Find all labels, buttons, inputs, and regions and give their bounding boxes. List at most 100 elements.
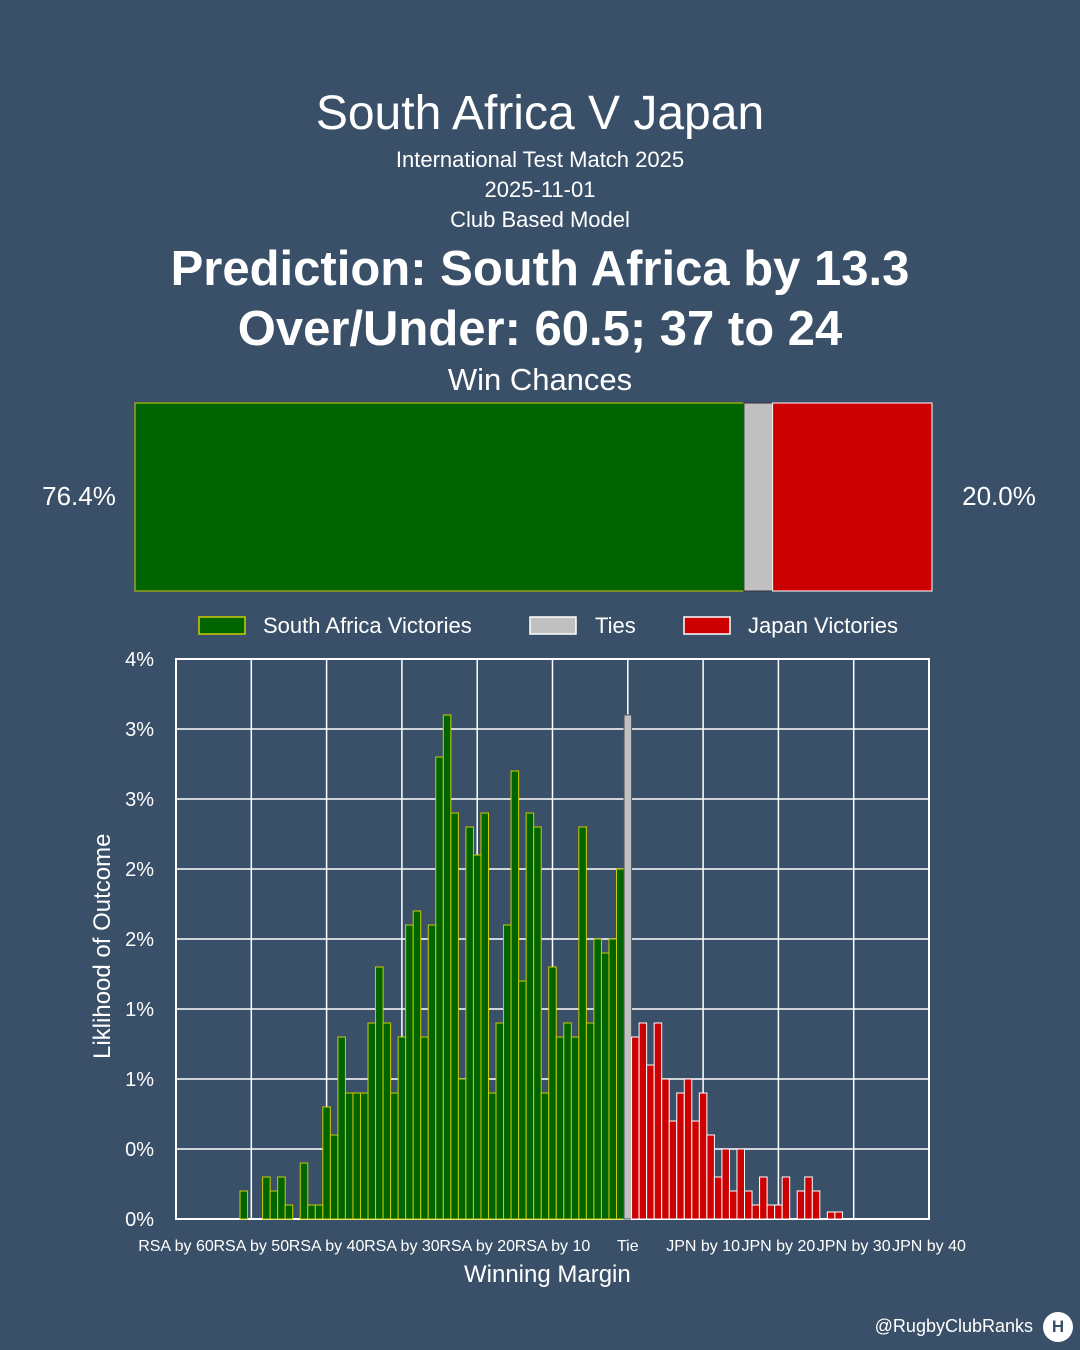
histogram-bar [382, 1022, 392, 1220]
histogram-bar [450, 812, 459, 1220]
histogram-bar [322, 1106, 331, 1220]
histogram-bar [548, 966, 557, 1220]
histogram-bar [284, 1204, 294, 1220]
y-tick-label: 0% [125, 1139, 154, 1161]
x-tick-label: RSA by 20 [439, 1238, 515, 1255]
histogram-bar [352, 1092, 361, 1220]
home-win-percent: 76.4% [42, 481, 116, 511]
histogram-bar [600, 952, 610, 1220]
y-tick-label: 1% [125, 999, 154, 1021]
histogram-bar [713, 1176, 723, 1220]
x-tick-label: JPN by 40 [892, 1238, 966, 1255]
match-date: 2025-11-01 [484, 177, 596, 202]
histogram-bar [307, 1204, 316, 1220]
histogram-bar [796, 1190, 806, 1220]
histogram-bar [578, 826, 587, 1220]
histogram-bar [367, 1022, 377, 1220]
histogram-bar [811, 1190, 821, 1220]
histogram-bar [698, 1092, 708, 1220]
y-axis-title: Liklihood of Outcome [89, 834, 116, 1059]
histogram-bar [465, 826, 474, 1220]
competition-label: International Test Match 2025 [395, 147, 685, 172]
x-tick-label: RSA by 30 [364, 1238, 440, 1255]
histogram-bar [736, 1148, 746, 1220]
histogram-bar [427, 924, 437, 1220]
x-tick-label: RSA by 60 [138, 1238, 214, 1255]
histogram-bar [668, 1120, 678, 1220]
histogram-bar [390, 1092, 399, 1220]
histogram-bar [495, 1022, 505, 1220]
histogram-bar [412, 910, 422, 1220]
histogram-bar [781, 1176, 791, 1220]
twitter-handle: @RugbyClubRanks [874, 1316, 1033, 1336]
histogram-bar [525, 812, 535, 1220]
win-bar-segment-ties [743, 402, 774, 592]
histogram-bar [405, 924, 414, 1220]
match-title: South Africa V Japan [315, 87, 765, 140]
histogram-bar [834, 1211, 843, 1220]
over-under-headline: Over/Under: 60.5; 37 to 24 [237, 302, 843, 356]
histogram-bar [563, 1022, 572, 1220]
y-tick-label: 2% [125, 859, 154, 881]
histogram-bar [533, 826, 542, 1220]
histogram-bar [593, 938, 602, 1220]
histogram-bar [751, 1204, 761, 1220]
histogram-bar [277, 1176, 286, 1220]
histogram-bar [646, 1064, 655, 1220]
x-tick-label: Tie [617, 1238, 639, 1255]
histogram-bar [329, 1134, 339, 1220]
histogram-bar [744, 1190, 753, 1220]
histogram-bar [691, 1120, 700, 1220]
margin-histogram: RSA by 60 RSA by 50 RSA by 40 RSA by 30 RSA … [125, 649, 966, 1255]
histogram-bar [262, 1176, 271, 1220]
x-tick-label: RSA by 50 [213, 1238, 289, 1255]
histogram-bar [661, 1078, 670, 1220]
histogram-bar [766, 1204, 776, 1220]
prediction-headline: Prediction: South Africa by 13.3 [170, 242, 910, 296]
histogram-bar [518, 980, 527, 1220]
histogram-bar [420, 1036, 429, 1220]
x-tick-label: RSA by 10 [515, 1238, 591, 1255]
x-tick-label: JPN by 20 [741, 1238, 815, 1255]
histogram-bar [359, 1092, 369, 1220]
histogram-bar [608, 938, 618, 1220]
y-tick-label: 1% [125, 1069, 154, 1091]
legend-swatch-away [683, 616, 731, 635]
histogram-bar [728, 1190, 738, 1220]
histogram-bar [397, 1036, 407, 1220]
x-tick-label: JPN by 30 [817, 1238, 891, 1255]
histogram-bar [631, 1036, 640, 1220]
histogram-bar [337, 1036, 346, 1220]
histogram-bar [638, 1022, 648, 1220]
histogram-bar [269, 1190, 279, 1220]
x-tick-label: JPN by 10 [666, 1238, 740, 1255]
histogram-bar [759, 1176, 768, 1220]
win-bar-segment-south-africa-victories [134, 402, 745, 592]
histogram-bar [375, 966, 384, 1220]
win-chances-bar [134, 402, 933, 592]
histogram-bar [721, 1148, 730, 1220]
histogram-bar [487, 1092, 497, 1220]
legend-label-away: Japan Victories [748, 613, 898, 638]
win-chances-title: Win Chances [448, 362, 632, 397]
histogram-bar [435, 756, 444, 1220]
legend-label-home: South Africa Victories [263, 613, 472, 638]
histogram-bar [540, 1092, 550, 1220]
legend: South Africa Victories Ties Japan Victor… [198, 613, 898, 638]
y-tick-label: 3% [125, 789, 154, 811]
histogram-bar [676, 1092, 685, 1220]
histogram-bar [472, 854, 482, 1220]
histogram-bar [616, 868, 625, 1220]
histogram-bar [503, 924, 512, 1220]
histogram-bar [804, 1176, 813, 1220]
legend-label-ties: Ties [595, 613, 636, 638]
histogram-bar [510, 770, 520, 1220]
y-tick-label: 3% [125, 719, 154, 741]
rugby-posts-logo: H [1043, 1312, 1073, 1342]
legend-swatch-home [198, 616, 246, 635]
y-tick-label: 4% [125, 649, 154, 671]
histogram-bar [442, 714, 452, 1220]
histogram-bar [683, 1078, 693, 1220]
legend-swatch-ties [529, 616, 577, 635]
